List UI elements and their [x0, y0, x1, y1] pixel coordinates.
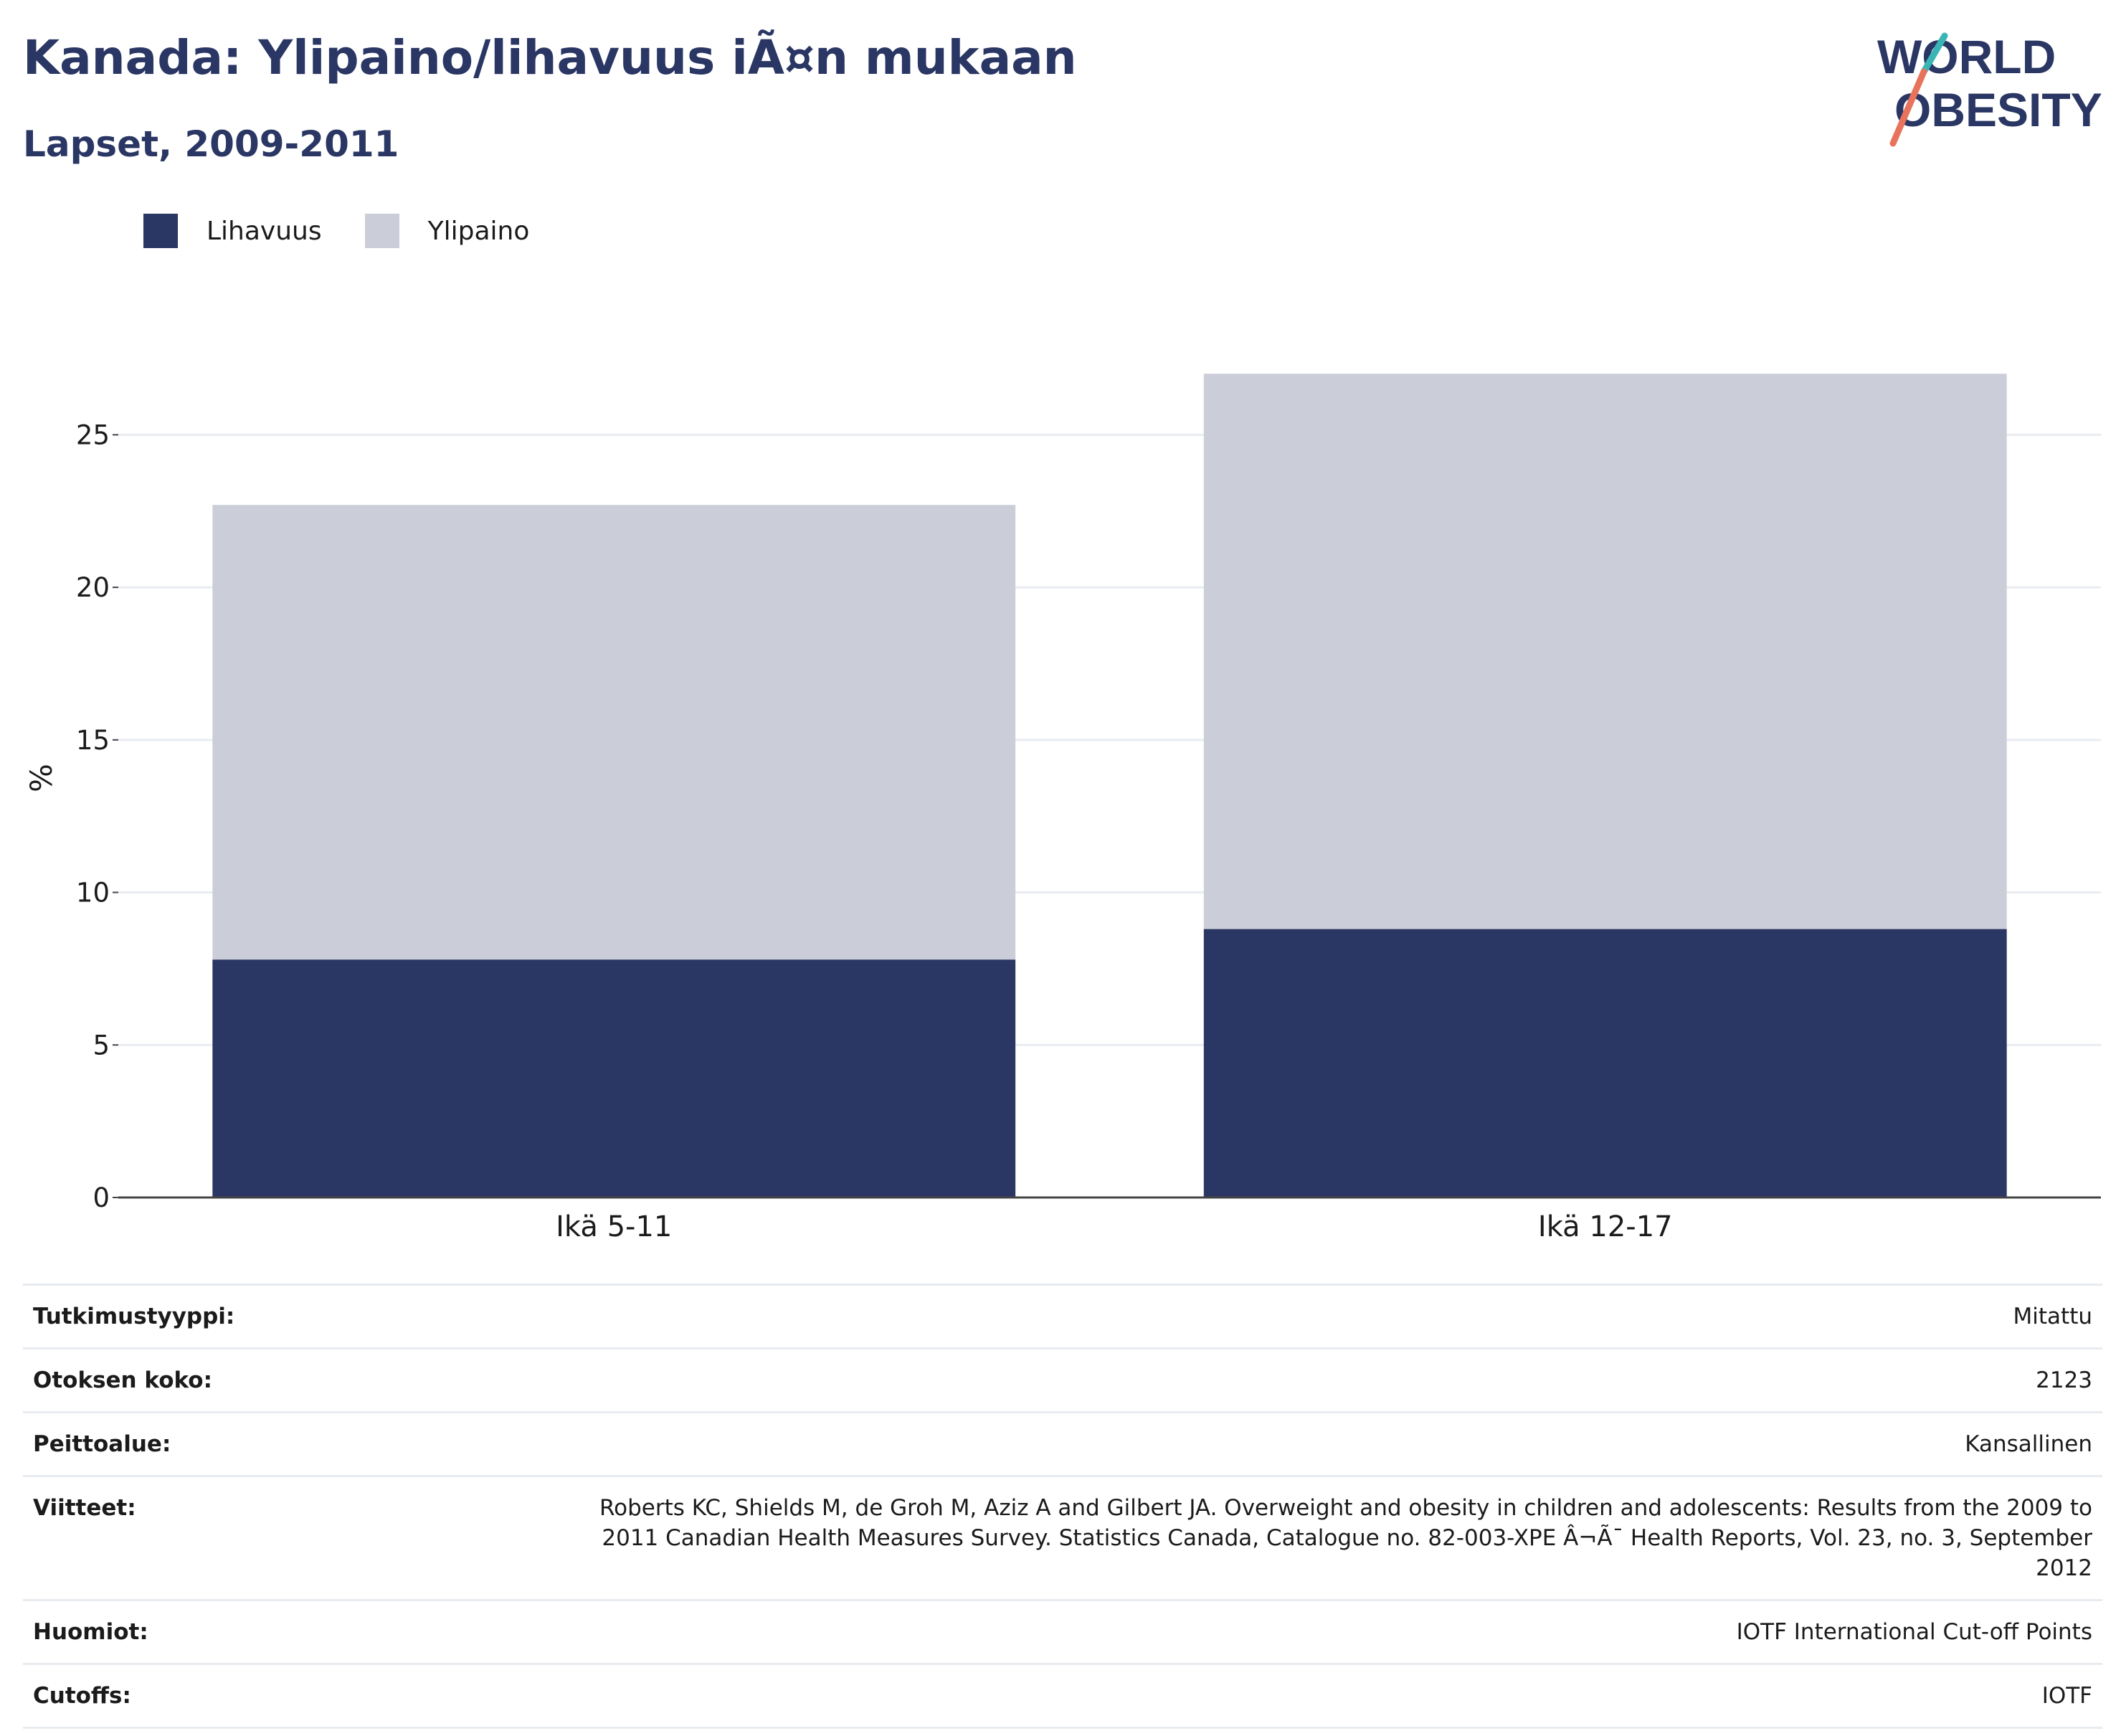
meta-value: IOTF International Cut-off Points — [1736, 1619, 2092, 1645]
bar-segment-overweight — [1203, 374, 2007, 929]
y-tick-label: 20 — [76, 572, 110, 603]
meta-value: Kansallinen — [1965, 1431, 2092, 1457]
bar-segment-overweight — [212, 505, 1016, 960]
logo-slash-teal — [1920, 32, 1948, 75]
bar-segment-obesity — [1203, 929, 2007, 1197]
meta-key: Tutkimustyyppi: — [33, 1304, 235, 1329]
logo-line1: WORLD — [1877, 30, 2056, 83]
x-tick-label: Ikä 12-17 — [1538, 1210, 1673, 1243]
meta-row-cutoffs: Cutoffs: IOTF — [23, 1663, 2102, 1729]
legend-swatch-obesity — [143, 214, 178, 248]
meta-value: Roberts KC, Shields M, de Groh M, Aziz A… — [599, 1495, 2092, 1581]
meta-key: Cutoffs: — [33, 1683, 131, 1709]
y-tick-label: 15 — [76, 725, 110, 756]
bar-segment-obesity — [212, 959, 1016, 1197]
meta-key: Otoksen koko: — [33, 1367, 212, 1393]
meta-row-notes: Huomiot: IOTF International Cut-off Poin… — [23, 1599, 2102, 1663]
study-metadata-table: Tutkimustyyppi: Mitattu Otoksen koko: 21… — [23, 1284, 2102, 1729]
logo-slash-coral — [1889, 68, 1927, 147]
meta-row-coverage: Peittoalue: Kansallinen — [23, 1411, 2102, 1475]
y-axis-label: % — [24, 764, 59, 792]
world-obesity-logo: WORLD OBESITY — [1877, 30, 2102, 147]
chart-subtitle: Lapset, 2009-2011 — [23, 123, 399, 165]
y-tick-label: 10 — [76, 878, 110, 909]
legend-label-obesity: Lihavuus — [207, 216, 322, 246]
meta-value: IOTF — [2041, 1683, 2092, 1709]
meta-key: Viitteet: — [33, 1495, 136, 1521]
legend-label-overweight: Ylipaino — [427, 216, 530, 246]
chart-title: Kanada: Ylipaino/lihavuus iÃ¤n mukaan — [23, 30, 1077, 85]
meta-row-references: Viitteet: Roberts KC, Shields M, de Groh… — [23, 1475, 2102, 1599]
legend-swatch-overweight — [364, 214, 399, 248]
legend-item-overweight: Ylipaino — [364, 214, 530, 248]
y-tick-label: 0 — [92, 1182, 110, 1213]
x-tick-label: Ikä 5-11 — [556, 1210, 672, 1243]
meta-key: Huomiot: — [33, 1619, 148, 1645]
meta-key: Peittoalue: — [33, 1431, 171, 1457]
meta-value: Mitattu — [2013, 1304, 2092, 1329]
legend-item-obesity: Lihavuus — [143, 214, 322, 248]
stacked-bar-chart: 0 5 10 15 20 25% Ikä 5-11 Ikä 12-17 — [24, 374, 2101, 1243]
y-tick-label: 5 — [92, 1030, 110, 1061]
meta-row-sample-size: Otoksen koko: 2123 — [23, 1347, 2102, 1411]
chart-legend: Lihavuus Ylipaino — [143, 214, 572, 248]
meta-row-study-type: Tutkimustyyppi: Mitattu — [23, 1284, 2102, 1347]
y-tick-label: 25 — [76, 419, 110, 450]
meta-value: 2123 — [2036, 1367, 2092, 1393]
logo-line2: OBESITY — [1894, 83, 2102, 136]
